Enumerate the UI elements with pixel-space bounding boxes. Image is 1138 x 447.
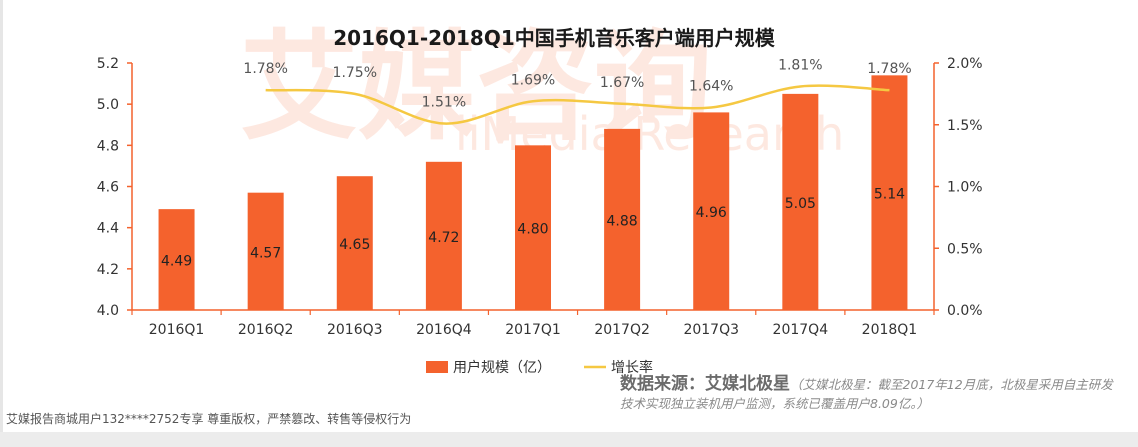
source-block: 数据来源：艾媒北极星（艾媒北极星：截至2017年12月底，北极星采用自主研发技术… bbox=[620, 375, 1120, 413]
bar bbox=[871, 75, 908, 310]
legend: 用户规模（亿） 增长率 bbox=[426, 359, 653, 376]
chart-title: 2016Q1-2018Q1中国手机音乐客户端用户规模 bbox=[333, 26, 775, 50]
y-left-tick-label: 5.0 bbox=[97, 97, 119, 113]
bar bbox=[336, 176, 373, 310]
y-right-tick-label: 1.0% bbox=[947, 180, 983, 196]
growth-data-label: 1.51% bbox=[422, 95, 466, 111]
x-tick-label: 2017Q1 bbox=[505, 322, 561, 338]
bar bbox=[247, 192, 284, 310]
x-tick-label: 2017Q4 bbox=[773, 322, 829, 338]
growth-data-label: 1.78% bbox=[867, 61, 911, 77]
bottom-strip bbox=[0, 432, 1138, 447]
x-tick-label: 2016Q1 bbox=[149, 322, 205, 338]
growth-data-label: 1.64% bbox=[689, 78, 733, 94]
y-right-tick-label: 1.5% bbox=[947, 118, 983, 134]
source-note: （艾媒北极星：截至2017年12月底，北极星采用自主研发技术实现独立装机用户监测… bbox=[620, 377, 1113, 411]
y-left-tick-label: 4.8 bbox=[97, 138, 119, 154]
y-left-tick-label: 5.2 bbox=[97, 56, 119, 72]
y-left-tick-label: 4.0 bbox=[97, 303, 119, 319]
y-right-tick-label: 0.5% bbox=[947, 241, 983, 257]
legend-label-bar: 用户规模（亿） bbox=[453, 359, 551, 376]
bar bbox=[158, 209, 195, 310]
bar-data-label: 4.88 bbox=[607, 213, 638, 229]
y-right-tick-label: 2.0% bbox=[947, 56, 983, 72]
source-label: 数据来源：艾媒北极星 bbox=[620, 374, 790, 394]
bar-data-label: 4.49 bbox=[161, 254, 192, 270]
y-left-tick-label: 4.4 bbox=[97, 221, 119, 237]
x-tick-label: 2018Q1 bbox=[862, 322, 918, 338]
y-left-tick-label: 4.6 bbox=[97, 180, 119, 196]
bar-data-label: 4.72 bbox=[428, 230, 459, 246]
bar-data-label: 4.96 bbox=[696, 205, 727, 221]
legend-label-line: 增长率 bbox=[611, 359, 653, 376]
growth-line-series: 1.78% 1.75% 1.51% 1.69% 1.67% 1.64% 1.81% 1.78% bbox=[243, 57, 912, 125]
growth-data-label: 1.69% bbox=[511, 72, 555, 88]
growth-data-label: 1.67% bbox=[600, 75, 644, 91]
bar-series: 4.49 4.57 4.65 4.72 4.80 4.88 4.96 5.05 5.14 bbox=[158, 75, 908, 311]
bar bbox=[782, 93, 819, 310]
growth-line bbox=[265, 84, 890, 125]
growth-data-label: 1.75% bbox=[333, 65, 377, 81]
bar-data-label: 4.57 bbox=[250, 245, 281, 261]
left-border bbox=[0, 0, 3, 432]
bar bbox=[693, 112, 730, 311]
legend-swatch-bar bbox=[426, 361, 448, 373]
x-tick-label: 2017Q3 bbox=[683, 322, 739, 338]
bar-data-label: 5.14 bbox=[874, 187, 905, 203]
bar-data-label: 4.65 bbox=[339, 237, 370, 253]
bar bbox=[604, 128, 641, 310]
bar-data-label: 5.05 bbox=[785, 196, 816, 212]
watermark: 艾媒咨询 iiMedia Research bbox=[240, 18, 844, 161]
y-right-tick-label: 0.0% bbox=[947, 303, 983, 319]
axes: 4.0 4.2 4.4 4.6 4.8 5.0 5.2 0.0% 0.5% 1.0% 1.5% 2.0… bbox=[97, 56, 983, 338]
chart-canvas: 艾媒咨询 iiMedia Research 2016Q1-2018Q1中国手机音… bbox=[97, 18, 983, 376]
x-tick-label: 2016Q4 bbox=[416, 322, 472, 338]
chart-slide: 艾媒咨询 iiMedia Research 2016Q1-2018Q1中国手机音… bbox=[0, 0, 1120, 432]
y-left-tick-label: 4.2 bbox=[97, 262, 119, 278]
x-tick-label: 2016Q3 bbox=[327, 322, 383, 338]
bar bbox=[425, 161, 462, 310]
bar-data-label: 4.80 bbox=[517, 222, 548, 238]
growth-data-label: 1.81% bbox=[778, 57, 822, 73]
growth-data-label: 1.78% bbox=[243, 61, 287, 77]
copyright-notice: 艾媒报告商城用户132****2752专享 尊重版权，严禁篡改、转售等侵权行为 bbox=[6, 412, 412, 426]
x-tick-label: 2016Q2 bbox=[238, 322, 294, 338]
bar bbox=[515, 145, 551, 310]
x-tick-label: 2017Q2 bbox=[594, 322, 650, 338]
